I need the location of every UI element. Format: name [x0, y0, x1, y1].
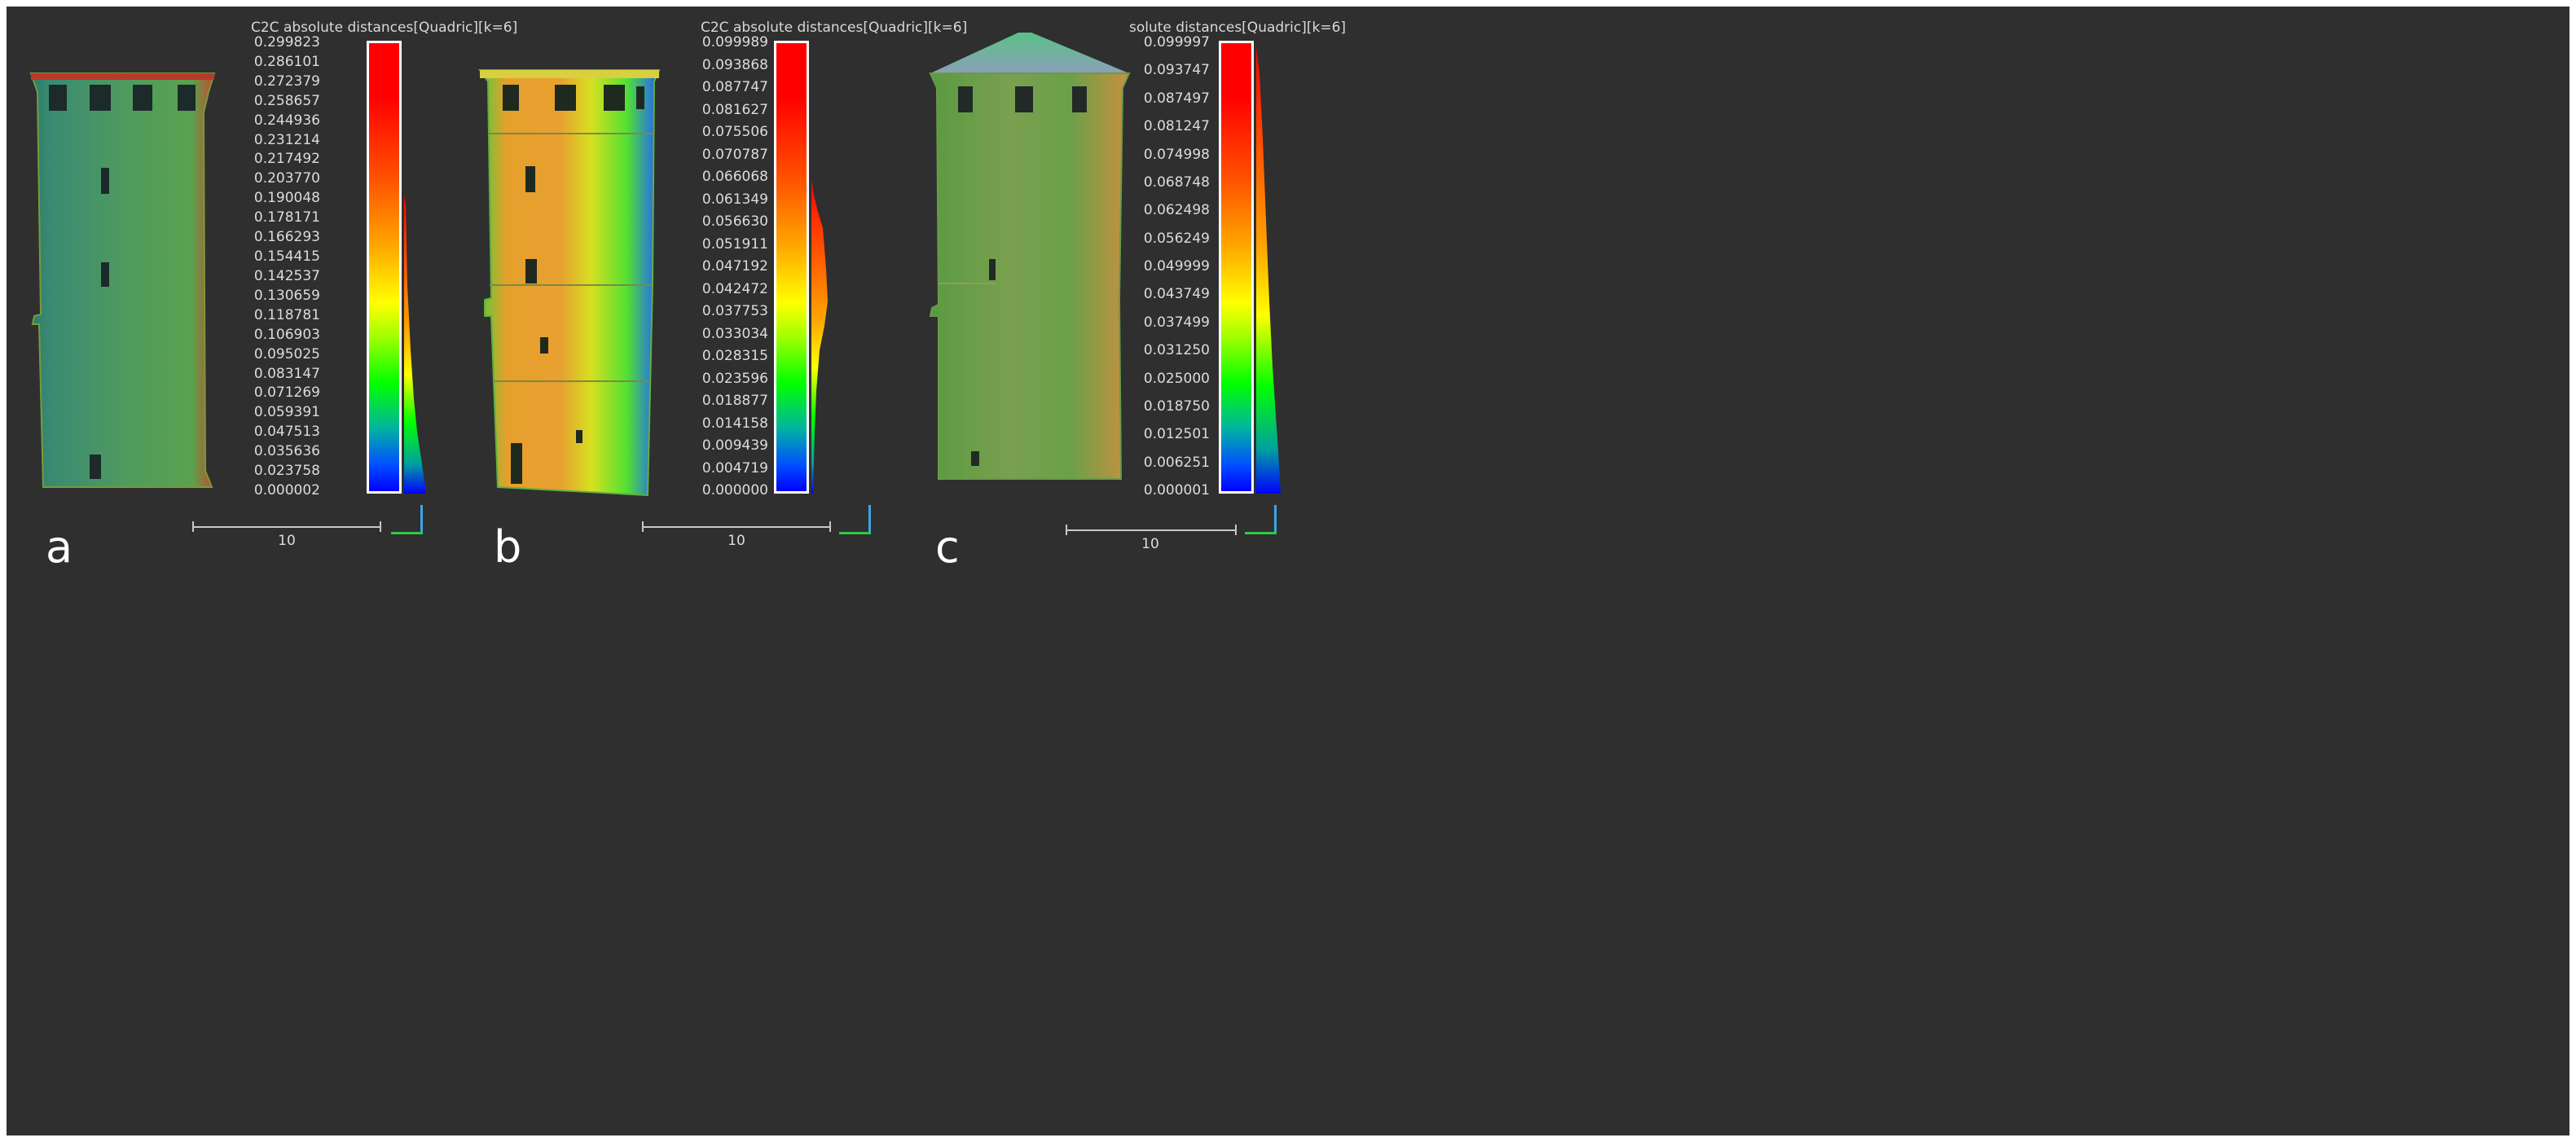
- colorbar-tick-label: 0.059391: [253, 404, 320, 421]
- colorbar-tick-label: 0.258657: [253, 92, 320, 109]
- colorbar-tick-label: 0.095025: [253, 345, 320, 362]
- colorbar-tick-label: 0.043749: [1143, 286, 1210, 303]
- colorbar-tick-label: 0.099997: [1143, 34, 1210, 51]
- colorbar-tick-label: 0.000000: [701, 482, 768, 499]
- panel-letter: c: [935, 521, 960, 573]
- scalar-field-title: C2C absolute distances[Quadric][k=6]: [701, 20, 968, 36]
- colorbar-tick-label: 0.025000: [1143, 370, 1210, 387]
- colorbar-tick-label: 0.049999: [1143, 258, 1210, 275]
- point-cloud-tower-c[interactable]: [921, 23, 1141, 503]
- panel-a: C2C absolute distances[Quadric][k=6] 0.2…: [7, 7, 860, 1135]
- colorbar-tick-label: 0.047513: [253, 424, 320, 441]
- colorbar-tick-label: 0.190048: [253, 190, 320, 207]
- panel-letter: b: [494, 521, 522, 573]
- colorbar-tick-label: 0.142537: [253, 267, 320, 284]
- colorbar-tick-label: 0.071269: [253, 384, 320, 402]
- point-cloud-tower-b[interactable]: [473, 55, 669, 499]
- scale-bar: [642, 518, 831, 534]
- axes-orientation-icon[interactable]: [391, 505, 424, 538]
- colorbar-tick-label: 0.203770: [253, 170, 320, 187]
- colorbar-tick-label: 0.099989: [701, 34, 768, 51]
- colorbar-tick-label: 0.066068: [701, 169, 768, 185]
- colorbar-tick-label: 0.154415: [253, 248, 320, 266]
- colorbar-tick-label: 0.081247: [1143, 118, 1210, 135]
- colorbar-tick-label: 0.093868: [701, 56, 768, 73]
- colorbar-tick-label: 0.051911: [701, 235, 768, 253]
- colorbar-tick-label: 0.037753: [701, 303, 768, 319]
- color-scale-bar[interactable]: [774, 41, 809, 494]
- colorbar-tick-label: 0.023596: [701, 370, 768, 387]
- scale-bar-label: 10: [278, 533, 296, 549]
- colorbar-tick-labels: 0.099989 0.093868 0.087747 0.081627 0.075506…: [636, 34, 768, 499]
- colorbar-tick-label: 0.042472: [701, 280, 768, 297]
- panel-c: solute distances[Quadric][k=6] 0.099997 0…: [896, 7, 1750, 1135]
- colorbar-tick-label: 0.035636: [253, 443, 320, 460]
- colorbar-tick-label: 0.062498: [1143, 202, 1210, 219]
- colorbar-tick-label: 0.006251: [1143, 454, 1210, 471]
- colorbar-tick-label: 0.056249: [1143, 230, 1210, 247]
- scale-bar: [1066, 521, 1237, 538]
- colorbar-tick-label: 0.130659: [253, 287, 320, 304]
- colorbar-tick-label: 0.178171: [253, 209, 320, 226]
- axes-orientation-icon[interactable]: [1245, 505, 1277, 538]
- scale-bar: [192, 518, 381, 534]
- colorbar-tick-label: 0.056630: [701, 213, 768, 230]
- colorbar-tick-label: 0.299823: [253, 34, 320, 51]
- point-cloud-tower-a[interactable]: [23, 55, 226, 495]
- colorbar-tick-label: 0.217492: [253, 151, 320, 168]
- colorbar-tick-labels: 0.299823 0.286101 0.272379 0.258657 0.244936…: [186, 34, 320, 499]
- distance-histogram: [404, 195, 425, 494]
- colorbar-tick-label: 0.023758: [253, 463, 320, 480]
- colorbar-tick-label: 0.047192: [701, 258, 768, 275]
- colorbar-tick-label: 0.031250: [1143, 342, 1210, 359]
- colorbar-tick-label: 0.231214: [253, 131, 320, 148]
- colorbar-tick-label: 0.106903: [253, 326, 320, 343]
- distance-histogram: [1256, 47, 1281, 494]
- panel-b: C2C absolute distances[Quadric][k=6] 0.0…: [453, 7, 1307, 1135]
- colorbar-tick-label: 0.033034: [701, 325, 768, 342]
- figure-canvas: C2C absolute distances[Quadric][k=6] 0.2…: [7, 7, 2569, 1135]
- colorbar-tick-label: 0.014158: [701, 415, 768, 432]
- colorbar-tick-label: 0.012501: [1143, 426, 1210, 443]
- colorbar-tick-label: 0.166293: [253, 229, 320, 246]
- colorbar-tick-label: 0.244936: [253, 112, 320, 129]
- axes-orientation-icon[interactable]: [839, 505, 872, 538]
- colorbar-tick-label: 0.061349: [701, 191, 768, 208]
- colorbar-tick-label: 0.083147: [253, 365, 320, 382]
- colorbar-tick-label: 0.286101: [253, 53, 320, 70]
- color-scale-bar[interactable]: [367, 41, 402, 494]
- colorbar-tick-label: 0.081627: [701, 101, 768, 118]
- colorbar-tick-label: 0.009439: [701, 437, 768, 454]
- colorbar-tick-label: 0.074998: [1143, 146, 1210, 163]
- colorbar-tick-label: 0.087747: [701, 79, 768, 95]
- colorbar-tick-label: 0.004719: [701, 459, 768, 477]
- distance-histogram: [811, 179, 828, 494]
- scale-bar-label: 10: [728, 533, 745, 549]
- color-scale-bar[interactable]: [1219, 41, 1254, 494]
- colorbar-tick-label: 0.075506: [701, 124, 768, 140]
- colorbar-tick-labels: 0.099997 0.093747 0.087497 0.081247 0.074998…: [1079, 34, 1210, 499]
- colorbar-tick-label: 0.087497: [1143, 90, 1210, 107]
- colorbar-tick-label: 0.070787: [701, 146, 768, 163]
- colorbar-tick-label: 0.028315: [701, 348, 768, 364]
- scalar-field-title: C2C absolute distances[Quadric][k=6]: [251, 20, 518, 36]
- colorbar-tick-label: 0.118781: [253, 306, 320, 323]
- scalar-field-title: solute distances[Quadric][k=6]: [1129, 20, 1347, 36]
- scale-bar-label: 10: [1141, 536, 1159, 552]
- colorbar-tick-label: 0.093747: [1143, 62, 1210, 79]
- colorbar-tick-label: 0.018877: [701, 393, 768, 409]
- colorbar-tick-label: 0.068748: [1143, 173, 1210, 191]
- colorbar-tick-label: 0.000002: [253, 482, 320, 499]
- colorbar-tick-label: 0.018750: [1143, 398, 1210, 415]
- colorbar-tick-label: 0.000001: [1143, 482, 1210, 499]
- panel-letter: a: [46, 521, 73, 573]
- colorbar-tick-label: 0.037499: [1143, 314, 1210, 331]
- colorbar-tick-label: 0.272379: [253, 72, 320, 90]
